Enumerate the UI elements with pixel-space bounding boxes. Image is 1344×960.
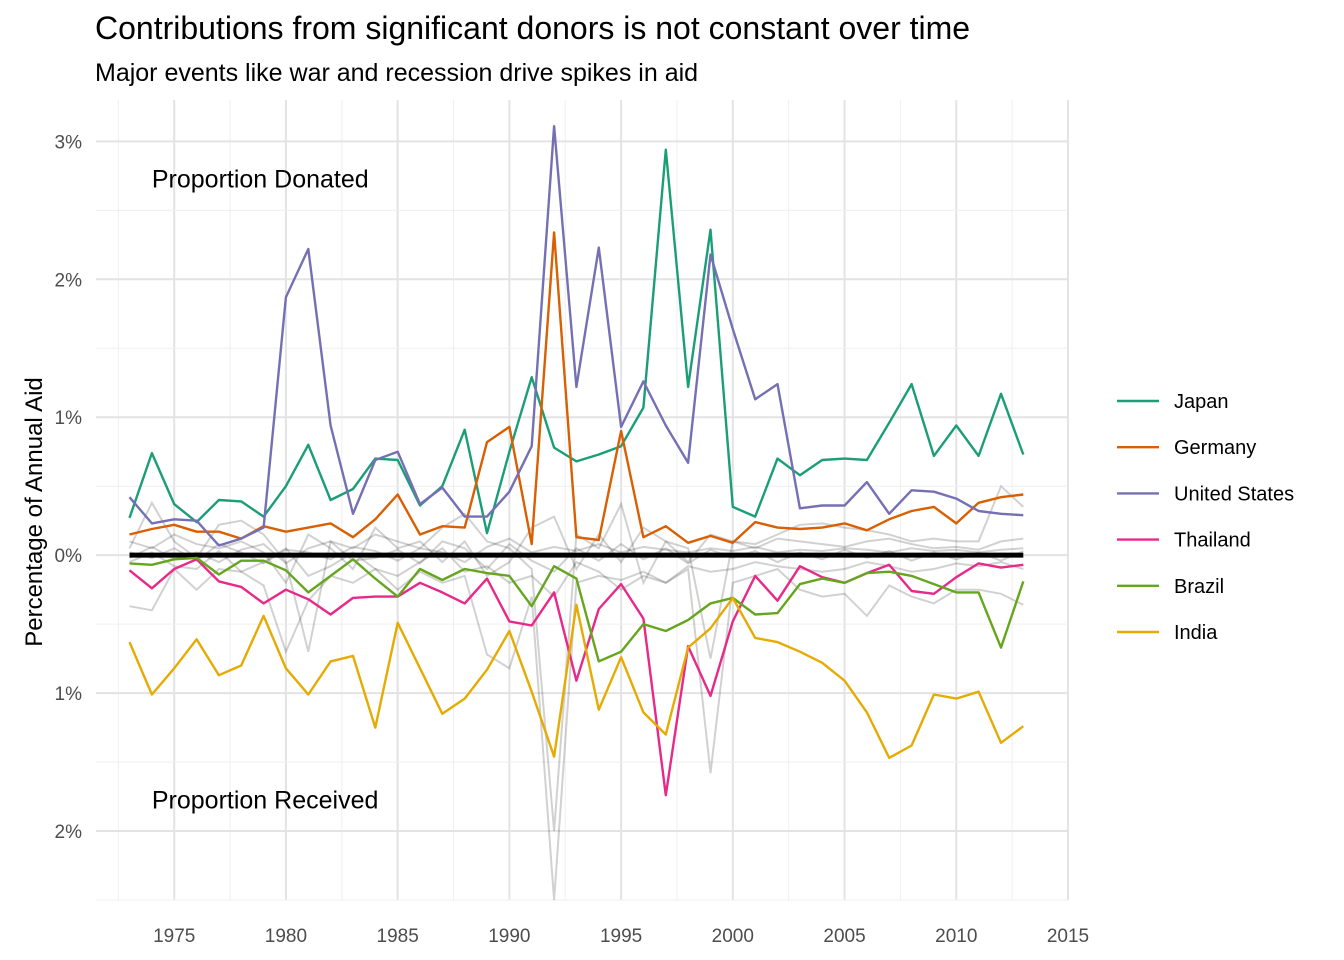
series-line-united-states (128, 125, 1024, 547)
legend-label: United States (1174, 483, 1294, 505)
annotation-label: Proportion Donated (152, 166, 369, 194)
x-tick-label: 2005 (823, 926, 865, 947)
y-tick-label: 1% (55, 408, 83, 429)
legend-label: Brazil (1174, 576, 1224, 598)
background-series-line (129, 515, 1024, 585)
x-tick-label: 1995 (600, 926, 642, 947)
series-line-japan (128, 148, 1025, 535)
x-tick-label: 1980 (265, 926, 307, 947)
legend-label: Thailand (1174, 530, 1251, 552)
x-tick-label: 2010 (935, 926, 977, 947)
y-axis-label: Percentage of Annual Aid (21, 377, 48, 647)
chart-title: Contributions from significant donors is… (95, 10, 971, 46)
series-line-thailand (128, 558, 1024, 797)
x-tick-label: 1990 (488, 926, 530, 947)
y-tick-label: 2% (55, 822, 83, 843)
series-line-germany (129, 231, 1024, 546)
x-tick-label: 2015 (1047, 926, 1089, 947)
annotation-label: Proportion Received (152, 786, 379, 814)
grid (96, 100, 1069, 901)
series-lines (128, 125, 1025, 797)
y-tick-label: 3% (55, 132, 83, 153)
y-tick-label: 1% (55, 684, 83, 705)
x-tick-label: 1975 (153, 926, 195, 947)
legend: Japan Germany United States Thailand Brazil I… (1117, 391, 1294, 644)
x-tick-label: 1985 (377, 926, 419, 947)
legend-label: Germany (1174, 437, 1256, 459)
legend-label: Japan (1174, 391, 1229, 413)
y-tick-label: 0% (55, 546, 83, 567)
series-line-brazil (129, 556, 1025, 663)
y-axis: 3% 2% 1% 0% 1% 2% (55, 132, 83, 843)
y-tick-label: 2% (55, 270, 83, 291)
annotations: Proportion Donated Proportion Received (152, 166, 379, 815)
x-axis: 1975 1980 1985 1990 1995 2000 2005 2010 2015 (153, 926, 1089, 947)
chart-subtitle: Major events like war and recession driv… (95, 59, 699, 87)
series-line-india (128, 596, 1025, 760)
legend-label: India (1174, 622, 1218, 644)
x-tick-label: 2000 (712, 926, 754, 947)
